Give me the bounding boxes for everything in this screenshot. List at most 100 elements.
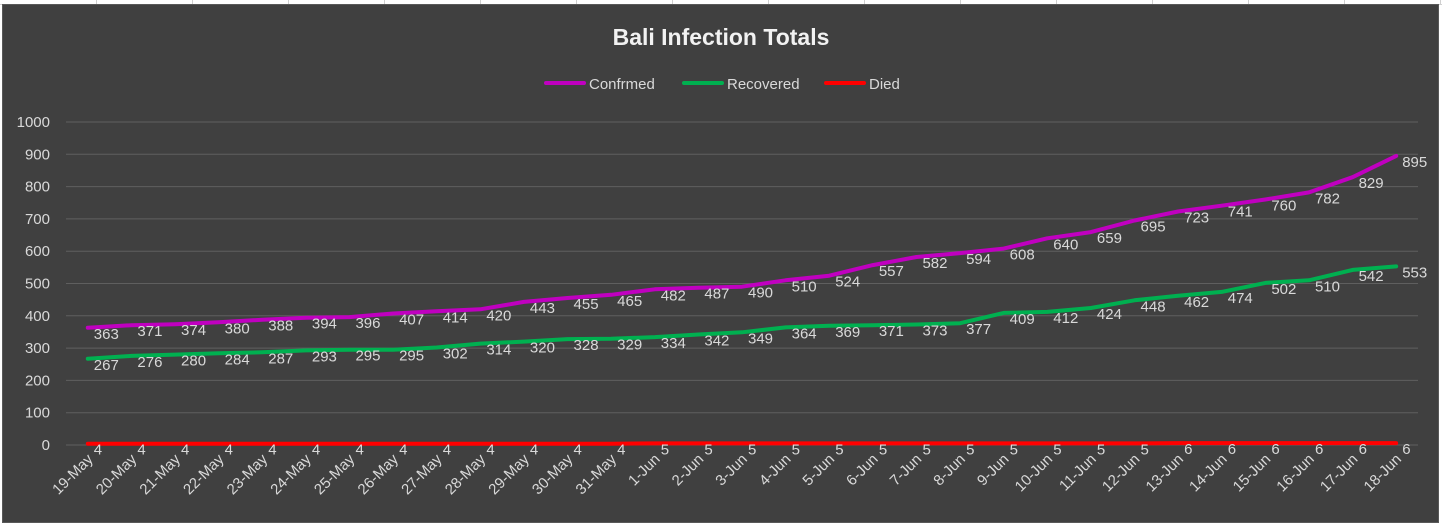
y-tick-label: 400 xyxy=(25,308,50,325)
data-label-died: 5 xyxy=(922,441,930,458)
data-label-died: 5 xyxy=(661,441,669,458)
data-label-died: 5 xyxy=(704,441,712,458)
series-line-died xyxy=(85,441,1399,446)
x-tick-label: 4-Jun xyxy=(756,451,795,490)
sheet-column-divider xyxy=(672,0,673,4)
data-label-confrmed: 582 xyxy=(922,255,947,272)
data-label-recovered: 373 xyxy=(922,323,947,340)
data-label-confrmed: 640 xyxy=(1053,236,1078,253)
x-tick-label: 15-Jun xyxy=(1230,451,1274,495)
data-label-recovered: 462 xyxy=(1184,294,1209,311)
x-tick-label: 2-Jun xyxy=(669,451,708,490)
data-label-died: 6 xyxy=(1228,441,1236,458)
data-label-died: 4 xyxy=(574,442,582,459)
data-label-recovered: 267 xyxy=(94,357,119,374)
series-line-recovered xyxy=(85,264,1399,361)
y-tick-label: 900 xyxy=(25,146,50,163)
data-label-confrmed: 524 xyxy=(835,274,860,291)
sheet-column-divider xyxy=(1440,0,1441,4)
data-label-confrmed: 455 xyxy=(574,296,599,313)
data-label-recovered: 412 xyxy=(1053,310,1078,327)
x-tick-label: 17-Jun xyxy=(1317,451,1361,495)
data-label-died: 4 xyxy=(137,442,145,459)
data-label-died: 6 xyxy=(1184,441,1192,458)
data-label-died: 5 xyxy=(879,441,887,458)
sheet-column-divider xyxy=(288,0,289,4)
sheet-column-divider xyxy=(576,0,577,4)
data-label-confrmed: 557 xyxy=(879,263,904,280)
chart-area[interactable] xyxy=(2,4,1439,523)
data-label-died: 4 xyxy=(181,442,189,459)
x-tick-label: 11-Jun xyxy=(1056,451,1100,495)
x-tick-label: 8-Jun xyxy=(930,451,969,490)
x-tick-label: 1-Jun xyxy=(625,451,664,490)
data-label-confrmed: 380 xyxy=(225,320,250,337)
sheet-column-divider xyxy=(864,0,865,4)
data-label-recovered: 287 xyxy=(268,350,293,367)
sheet-column-divider xyxy=(1056,0,1057,4)
data-label-confrmed: 371 xyxy=(137,323,162,340)
data-label-died: 5 xyxy=(792,441,800,458)
data-label-recovered: 371 xyxy=(879,323,904,340)
data-label-died: 4 xyxy=(268,442,276,459)
data-label-died: 4 xyxy=(399,442,407,459)
data-label-died: 5 xyxy=(966,441,974,458)
data-label-recovered: 542 xyxy=(1359,268,1384,285)
data-label-confrmed: 407 xyxy=(399,312,424,329)
x-tick-label: 7-Jun xyxy=(887,451,926,490)
data-label-confrmed: 443 xyxy=(530,300,555,317)
y-tick-label: 1000 xyxy=(17,114,50,131)
data-label-recovered: 280 xyxy=(181,353,206,370)
data-label-confrmed: 487 xyxy=(704,286,729,303)
data-label-recovered: 276 xyxy=(137,354,162,371)
y-tick-label: 300 xyxy=(25,340,50,357)
data-label-recovered: 328 xyxy=(574,337,599,354)
data-label-recovered: 293 xyxy=(312,348,337,365)
data-label-confrmed: 723 xyxy=(1184,209,1209,226)
x-tick-label: 3-Jun xyxy=(712,451,751,490)
data-label-recovered: 295 xyxy=(399,348,424,365)
data-label-confrmed: 594 xyxy=(966,251,991,268)
sheet-column-divider xyxy=(480,0,481,4)
data-label-confrmed: 760 xyxy=(1271,198,1296,215)
data-label-died: 5 xyxy=(1010,441,1018,458)
data-label-confrmed: 363 xyxy=(94,326,119,343)
data-label-recovered: 295 xyxy=(355,348,380,365)
data-label-died: 4 xyxy=(530,442,538,459)
legend: Confrmed Recovered Died xyxy=(544,76,900,93)
data-label-confrmed: 394 xyxy=(312,316,337,333)
data-label-confrmed: 482 xyxy=(661,287,686,304)
data-label-confrmed: 465 xyxy=(617,293,642,310)
x-tick-label: 16-Jun xyxy=(1273,451,1317,495)
data-label-died: 6 xyxy=(1402,441,1410,458)
x-tick-label: 18-Jun xyxy=(1361,451,1405,495)
data-label-died: 5 xyxy=(748,441,756,458)
sheet-column-divider xyxy=(384,0,385,4)
data-label-died: 4 xyxy=(225,442,233,459)
series-line-confrmed xyxy=(85,153,1399,330)
data-label-recovered: 302 xyxy=(443,345,468,362)
data-label-confrmed: 608 xyxy=(1010,247,1035,264)
data-label-confrmed: 895 xyxy=(1402,154,1427,171)
data-label-confrmed: 388 xyxy=(268,318,293,335)
y-axis: 0 100 200 300 400 500 600 700 800 900 1000 xyxy=(17,114,50,454)
data-label-died: 6 xyxy=(1359,441,1367,458)
data-label-died: 6 xyxy=(1271,441,1279,458)
sheet-column-divider xyxy=(960,0,961,4)
y-tick-label: 100 xyxy=(25,405,50,422)
data-label-died: 5 xyxy=(835,441,843,458)
data-label-confrmed: 829 xyxy=(1359,175,1384,192)
y-tick-label: 500 xyxy=(25,276,50,293)
y-tick-label: 0 xyxy=(42,437,50,454)
x-tick-label: 10-Jun xyxy=(1012,451,1056,495)
data-label-confrmed: 659 xyxy=(1097,230,1122,247)
data-label-died: 4 xyxy=(617,442,625,459)
data-label-recovered: 553 xyxy=(1402,264,1427,281)
data-label-confrmed: 510 xyxy=(792,278,817,295)
data-label-recovered: 369 xyxy=(835,324,860,341)
data-label-died: 4 xyxy=(355,442,363,459)
data-label-recovered: 284 xyxy=(225,351,250,368)
data-label-recovered: 349 xyxy=(748,330,773,347)
legend-entry-died: Died xyxy=(869,76,900,93)
